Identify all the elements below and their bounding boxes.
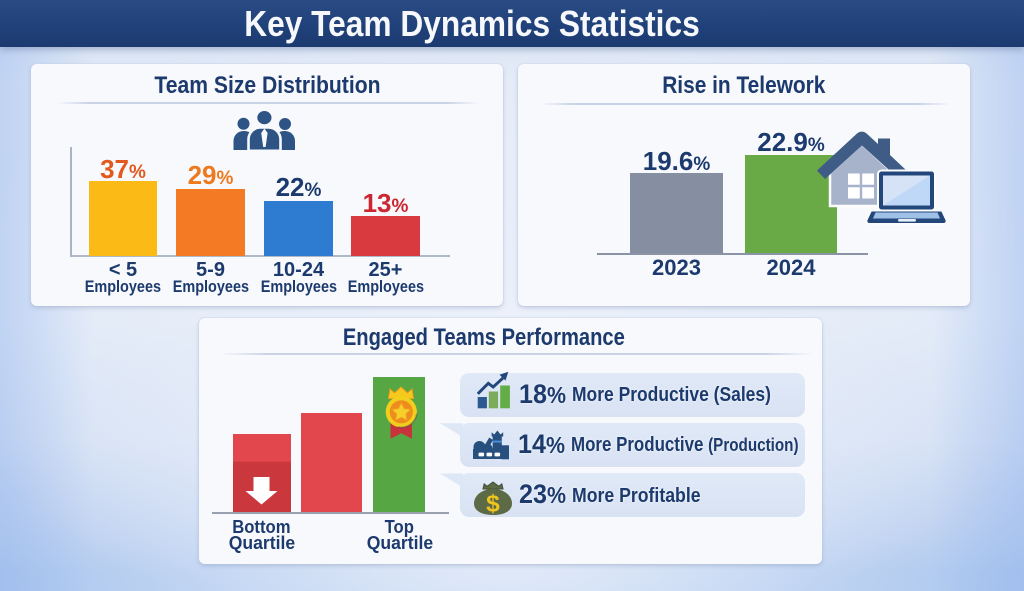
svg-text:$: $: [486, 491, 500, 518]
